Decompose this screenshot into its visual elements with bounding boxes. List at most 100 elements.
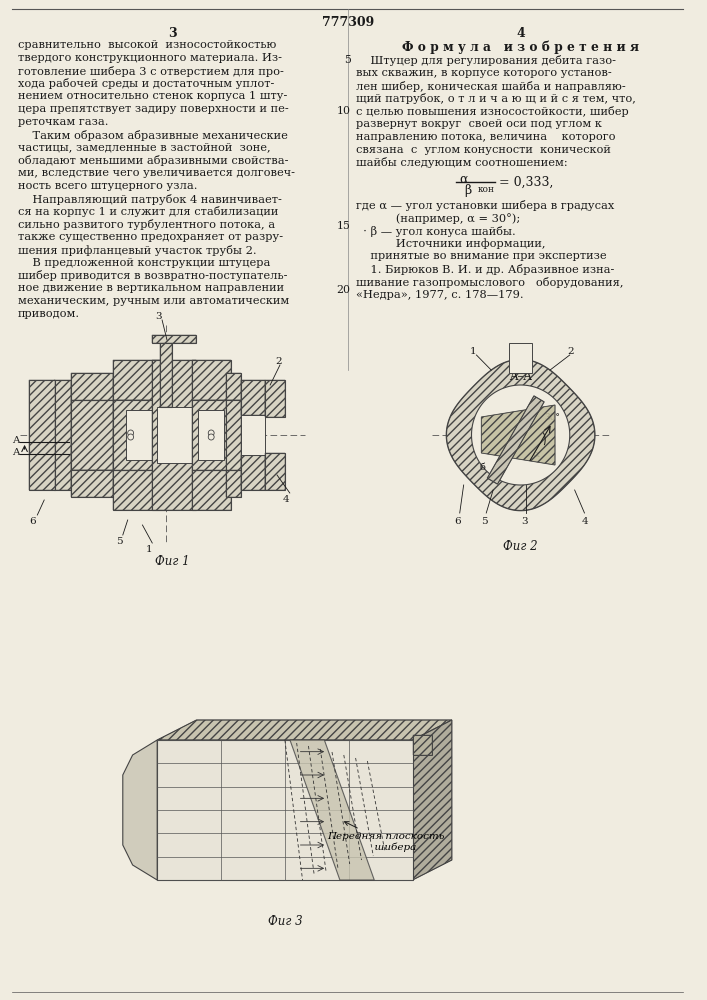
Text: вых скважин, в корпусе которого установ-: вых скважин, в корпусе которого установ- [356, 68, 612, 78]
Text: 5: 5 [344, 55, 351, 65]
Text: шивание газопромыслового   оборудования,: шивание газопромыслового оборудования, [356, 277, 623, 288]
Polygon shape [113, 360, 165, 400]
Circle shape [209, 434, 214, 440]
Text: лен шибер, коническая шайба и направляю-: лен шибер, коническая шайба и направляю- [356, 81, 626, 92]
Text: 1: 1 [146, 545, 152, 554]
Text: Источники информации,: Источники информации, [356, 239, 545, 249]
Polygon shape [290, 740, 374, 880]
Text: реточкам газа.: реточкам газа. [18, 117, 108, 127]
Text: 2: 2 [568, 347, 574, 356]
Polygon shape [192, 400, 231, 470]
Text: 3: 3 [168, 27, 177, 40]
Text: механическим, ручным или автоматическим: механическим, ручным или автоматическим [18, 296, 289, 306]
Polygon shape [157, 740, 413, 880]
Polygon shape [472, 385, 570, 485]
Text: α: α [460, 173, 468, 186]
Text: α: α [532, 450, 539, 459]
Bar [157, 407, 192, 463]
Polygon shape [113, 400, 165, 470]
Text: цера препятствует задиру поверхности и пе-: цера препятствует задиру поверхности и п… [18, 104, 288, 114]
Text: шибер приводится в возвратно-поступатель-: шибер приводится в возвратно-поступатель… [18, 270, 287, 281]
Text: 5: 5 [116, 537, 122, 546]
Text: также существенно предохраняет от разру-: также существенно предохраняет от разру- [18, 232, 283, 242]
Text: 3: 3 [522, 517, 528, 526]
Polygon shape [240, 380, 265, 415]
Text: 1. Бирюков В. И. и др. Абразивное изна-: 1. Бирюков В. И. и др. Абразивное изна- [356, 264, 614, 275]
Text: готовление шибера 3 с отверстием для про-: готовление шибера 3 с отверстием для про… [18, 66, 284, 77]
Text: 15: 15 [337, 221, 351, 231]
Polygon shape [30, 380, 55, 490]
Polygon shape [240, 455, 265, 490]
Text: ное движение в вертикальном направлении: ное движение в вертикальном направлении [18, 283, 284, 293]
Text: 1: 1 [469, 347, 477, 356]
Text: твердого конструкционного материала. Из-: твердого конструкционного материала. Из- [18, 53, 281, 63]
Text: 4: 4 [516, 27, 525, 40]
Text: сильно развитого турбулентного потока, а: сильно развитого турбулентного потока, а [18, 219, 275, 230]
Polygon shape [413, 720, 452, 880]
Bar [152, 335, 197, 343]
Text: Таким образом абразивные механические: Таким образом абразивные механические [18, 130, 288, 141]
Text: нением относительно стенок корпуса 1 шту-: нением относительно стенок корпуса 1 шту… [18, 91, 287, 101]
Text: где α — угол установки шибера в градусах: где α — угол установки шибера в градусах [356, 200, 614, 211]
Text: Ф о р м у л а   и з о б р е т е н и я: Ф о р м у л а и з о б р е т е н и я [402, 40, 639, 53]
Polygon shape [265, 380, 285, 417]
Text: Передняя плоскость
      шибера: Передняя плоскость шибера [327, 822, 445, 852]
Text: ность всего штуцерного узла.: ность всего штуцерного узла. [18, 181, 197, 191]
Polygon shape [487, 396, 544, 484]
Circle shape [209, 430, 214, 436]
Text: 6: 6 [30, 517, 36, 526]
Text: с целью повышения износостойкости, шибер: с целью повышения износостойкости, шибер [356, 106, 629, 117]
Text: Фиг 1: Фиг 1 [155, 555, 189, 568]
Polygon shape [446, 359, 595, 511]
Text: (например, α = 30°);: (например, α = 30°); [356, 213, 520, 224]
Text: ся на корпус 1 и служит для стабилизации: ся на корпус 1 и служит для стабилизации [18, 206, 278, 217]
Text: 3: 3 [156, 312, 162, 321]
Text: 2: 2 [275, 357, 281, 366]
Polygon shape [160, 340, 172, 407]
Polygon shape [71, 373, 113, 400]
Text: Штуцер для регулирования дебита газо-: Штуцер для регулирования дебита газо- [356, 55, 616, 66]
Text: 30°: 30° [544, 413, 560, 422]
Text: A: A [12, 448, 19, 457]
Text: 10: 10 [337, 106, 351, 116]
Polygon shape [123, 740, 157, 880]
Text: развернут вокруг  своей оси под углом к: развернут вокруг своей оси под углом к [356, 119, 602, 129]
Circle shape [128, 434, 134, 440]
Polygon shape [265, 453, 285, 490]
Text: 4: 4 [283, 495, 290, 504]
Text: обладают меньшими абразивными свойства-: обладают меньшими абразивными свойства- [18, 155, 288, 166]
Polygon shape [226, 373, 240, 400]
Text: Направляющий патрубок 4 навинчивает-: Направляющий патрубок 4 навинчивает- [18, 194, 281, 205]
Text: частицы, замедленные в застойной  зоне,: частицы, замедленные в застойной зоне, [18, 142, 270, 152]
Bar [240, 415, 265, 455]
Text: связана  с  углом конусности  конической: связана с углом конусности конической [356, 145, 610, 155]
Polygon shape [152, 360, 197, 510]
Text: A: A [12, 436, 19, 445]
Text: 20: 20 [337, 285, 351, 295]
Polygon shape [481, 405, 555, 465]
Polygon shape [157, 720, 452, 740]
Text: · β — угол конуса шайбы.: · β — угол конуса шайбы. [356, 226, 515, 237]
Text: шения прифланцевый участок трубы 2.: шения прифланцевый участок трубы 2. [18, 245, 257, 256]
Text: = 0,333,: = 0,333, [499, 176, 554, 189]
Text: 6: 6 [454, 517, 460, 526]
Text: шайбы следующим соотношением:: шайбы следующим соотношением: [356, 157, 567, 168]
Bar [509, 343, 532, 373]
Text: 4: 4 [582, 517, 588, 526]
Polygon shape [71, 400, 113, 470]
Text: β: β [464, 184, 471, 197]
Polygon shape [226, 400, 240, 470]
Polygon shape [192, 360, 231, 400]
Text: сравнительно  высокой  износостойкостью: сравнительно высокой износостойкостью [18, 40, 276, 50]
Circle shape [128, 430, 134, 436]
Text: приводом.: приводом. [18, 309, 80, 319]
Polygon shape [226, 470, 240, 497]
Text: 777309: 777309 [322, 16, 374, 29]
Polygon shape [71, 470, 113, 497]
Bar [126, 410, 153, 460]
Text: Фиг 2: Фиг 2 [503, 540, 538, 553]
Text: б: б [479, 463, 485, 472]
Text: принятые во внимание при экспертизе: принятые во внимание при экспертизе [356, 251, 606, 261]
Polygon shape [413, 735, 432, 755]
Text: щий патрубок, о т л и ч а ю щ и й с я тем, что,: щий патрубок, о т л и ч а ю щ и й с я те… [356, 93, 636, 104]
